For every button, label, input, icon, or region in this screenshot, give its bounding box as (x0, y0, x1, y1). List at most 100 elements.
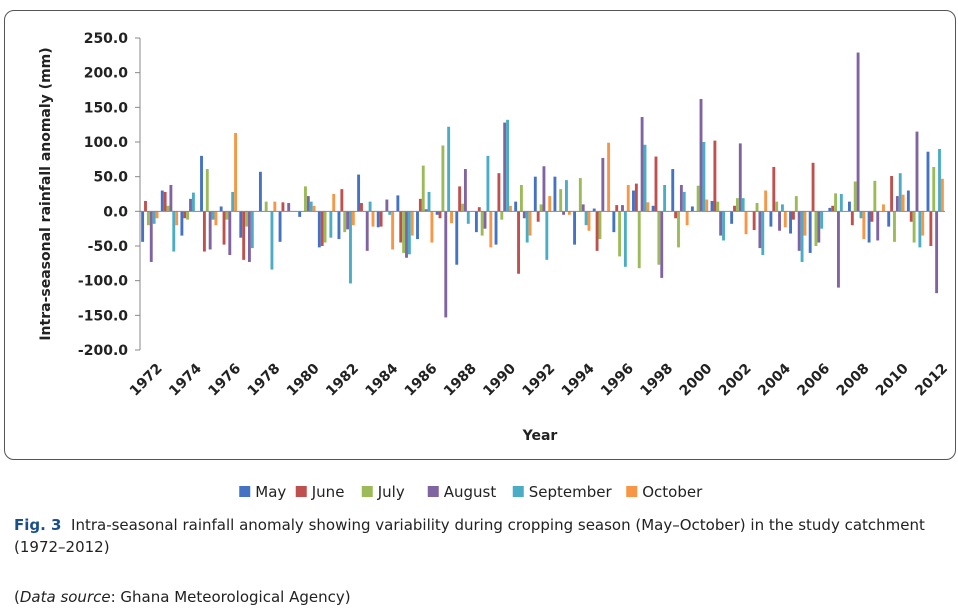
bar (508, 205, 512, 212)
bar (287, 203, 291, 212)
bar (517, 211, 520, 274)
y-tick-label: 100.0 (84, 135, 129, 151)
bar (346, 211, 350, 230)
y-tick-label: 0.0 (103, 204, 128, 220)
bar (441, 145, 445, 212)
x-tick-label: 2000 (677, 360, 716, 399)
bar (391, 211, 395, 250)
bar (565, 180, 568, 212)
bar (909, 211, 913, 222)
bar (811, 162, 815, 212)
bar (228, 211, 232, 256)
bar (191, 192, 195, 212)
bar (660, 211, 664, 278)
bar (430, 211, 434, 243)
bar (402, 211, 406, 253)
bar (912, 211, 916, 243)
bar (626, 184, 630, 212)
bar (474, 211, 478, 233)
source: (Data source: Ghana Meteorological Agenc… (14, 586, 351, 608)
bar (360, 203, 363, 212)
legend-label: May (255, 483, 286, 501)
bar (332, 194, 336, 212)
bar (169, 184, 173, 212)
bar (876, 211, 880, 241)
bar (357, 174, 361, 212)
bar (548, 196, 552, 212)
bar (309, 201, 313, 212)
bar (458, 186, 462, 212)
legend-swatch (427, 486, 439, 497)
bar (643, 144, 647, 212)
x-tick-label: 1986 (402, 361, 441, 400)
bar (682, 191, 686, 212)
bar (438, 211, 442, 219)
bar (882, 204, 885, 212)
bar (172, 211, 176, 252)
y-tick-label: -150.0 (78, 308, 128, 324)
x-tick-label: 1996 (598, 361, 637, 400)
bar (848, 201, 851, 212)
legend-label: September (529, 483, 613, 501)
bar (895, 196, 899, 212)
bar (242, 211, 246, 260)
bar (483, 211, 487, 229)
bar (862, 211, 866, 240)
bar (149, 211, 153, 262)
bar (761, 211, 765, 256)
bar (450, 211, 453, 224)
bar (578, 178, 582, 212)
x-tick-label: 2002 (716, 361, 755, 400)
bar (562, 211, 566, 215)
bar (615, 205, 619, 212)
bar (497, 173, 501, 212)
bar (634, 183, 638, 212)
y-tick-label: -50.0 (88, 239, 129, 255)
bar (702, 142, 706, 212)
x-tick-label: 2004 (755, 360, 794, 399)
bar (873, 180, 877, 212)
source-text: : Ghana Meteorological Agency) (110, 588, 351, 606)
bar (755, 203, 759, 212)
bar (155, 211, 159, 219)
bar (539, 204, 543, 212)
bar (234, 132, 237, 212)
bar (200, 155, 203, 212)
bar (480, 211, 484, 236)
bar (278, 211, 282, 242)
x-tick-label: 1974 (166, 360, 205, 399)
y-tick-label: 200.0 (84, 66, 129, 82)
bar (831, 205, 835, 212)
bar (696, 185, 700, 212)
caption-text: Intra-seasonal rainfall anomaly showing … (14, 516, 925, 556)
bar (231, 191, 235, 212)
bar (365, 211, 369, 251)
bar (612, 211, 616, 233)
bar (519, 184, 523, 212)
legend-swatch (512, 486, 524, 497)
bar (225, 211, 229, 220)
bar (758, 211, 762, 249)
bar (764, 190, 768, 212)
legend-label: June (311, 483, 345, 501)
caption-label: Fig. 3 (14, 516, 62, 534)
bar (834, 193, 838, 212)
x-axis-label: Year (522, 428, 558, 444)
legend-swatch (626, 486, 638, 497)
bar (536, 211, 540, 222)
bar (211, 211, 215, 220)
legend-swatch (361, 486, 373, 497)
bar (416, 211, 419, 240)
bar (783, 211, 787, 228)
bar (839, 194, 843, 212)
bar (152, 211, 156, 224)
bar (887, 211, 891, 227)
bar (654, 156, 658, 212)
bar (180, 211, 184, 236)
bar (306, 196, 310, 212)
bar (214, 211, 218, 226)
y-tick-label: -100.0 (78, 274, 128, 290)
bar (817, 211, 821, 243)
caption: Fig. 3 Intra-seasonal rainfall anomaly s… (14, 514, 949, 558)
